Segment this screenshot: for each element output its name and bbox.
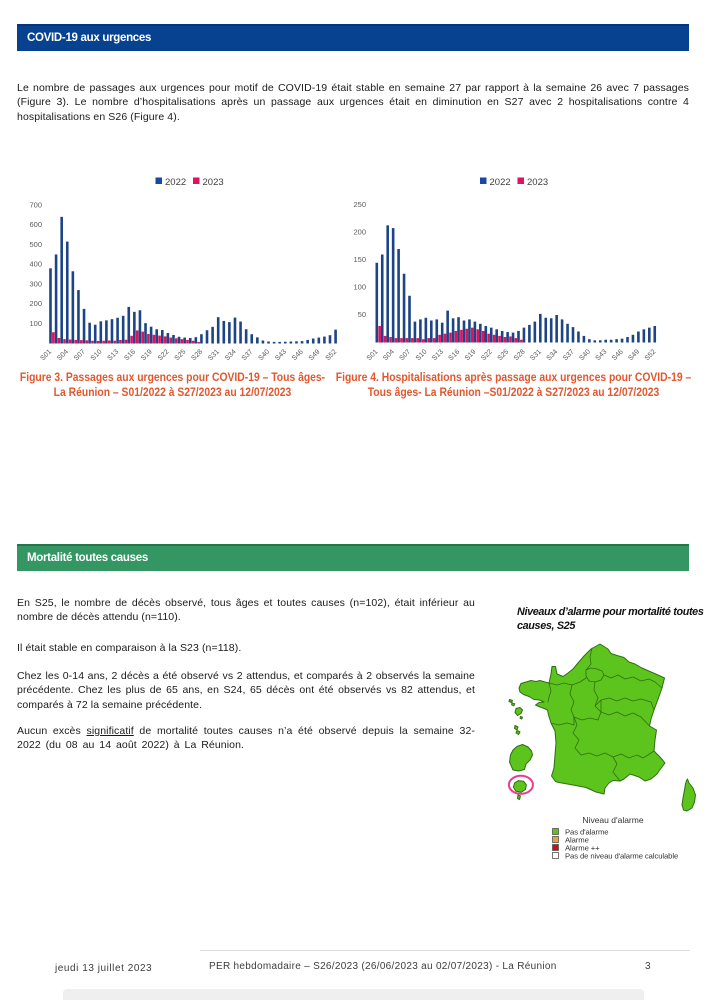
svg-text:600: 600 xyxy=(29,220,42,229)
svg-text:S49: S49 xyxy=(627,348,641,362)
svg-text:150: 150 xyxy=(353,255,366,264)
svg-text:S28: S28 xyxy=(190,348,204,362)
svg-text:2023: 2023 xyxy=(203,177,224,188)
svg-text:S07: S07 xyxy=(398,348,412,362)
svg-text:S16: S16 xyxy=(123,348,137,362)
svg-text:S31: S31 xyxy=(207,348,221,362)
svg-text:S52: S52 xyxy=(325,348,339,362)
svg-text:S43: S43 xyxy=(595,348,609,362)
svg-text:S52: S52 xyxy=(644,348,658,362)
svg-text:S19: S19 xyxy=(140,348,154,362)
svg-text:S10: S10 xyxy=(90,348,104,362)
svg-text:Alarme: Alarme xyxy=(565,836,589,845)
svg-text:S07: S07 xyxy=(73,348,87,362)
svg-text:S43: S43 xyxy=(274,348,288,362)
svg-text:700: 700 xyxy=(29,201,42,210)
svg-text:200: 200 xyxy=(353,228,366,237)
svg-text:2023: 2023 xyxy=(527,177,548,188)
svg-text:S13: S13 xyxy=(431,348,445,362)
svg-text:400: 400 xyxy=(29,260,42,269)
svg-text:S31: S31 xyxy=(529,348,543,362)
svg-text:2022: 2022 xyxy=(490,177,511,188)
svg-text:S46: S46 xyxy=(611,348,625,362)
svg-text:Alarme ++: Alarme ++ xyxy=(565,844,600,853)
svg-text:S49: S49 xyxy=(308,348,322,362)
svg-text:2022: 2022 xyxy=(165,177,186,188)
svg-text:S04: S04 xyxy=(382,348,396,362)
svg-text:S13: S13 xyxy=(107,348,121,362)
svg-text:S34: S34 xyxy=(546,348,560,362)
svg-text:S10: S10 xyxy=(415,348,429,362)
svg-text:S40: S40 xyxy=(578,348,592,362)
svg-text:S22: S22 xyxy=(157,348,171,362)
svg-text:Pas de niveau d'alarme calcula: Pas de niveau d'alarme calculable xyxy=(565,852,678,861)
svg-text:S04: S04 xyxy=(56,348,70,362)
svg-text:S25: S25 xyxy=(497,348,511,362)
svg-text:300: 300 xyxy=(29,279,42,288)
svg-text:S22: S22 xyxy=(480,348,494,362)
svg-text:100: 100 xyxy=(353,282,366,291)
svg-text:S34: S34 xyxy=(224,348,238,362)
svg-text:100: 100 xyxy=(29,319,42,328)
svg-text:S46: S46 xyxy=(291,348,305,362)
svg-text:S01: S01 xyxy=(39,348,53,362)
svg-text:S01: S01 xyxy=(366,348,380,362)
svg-text:S25: S25 xyxy=(174,348,188,362)
svg-text:500: 500 xyxy=(29,240,42,249)
svg-text:Pas d'alarme: Pas d'alarme xyxy=(565,828,608,837)
svg-text:250: 250 xyxy=(353,200,366,209)
svg-text:200: 200 xyxy=(29,299,42,308)
svg-text:S28: S28 xyxy=(513,348,527,362)
svg-text:S40: S40 xyxy=(257,348,271,362)
svg-text:S19: S19 xyxy=(464,348,478,362)
svg-text:S37: S37 xyxy=(562,348,576,362)
svg-text:S16: S16 xyxy=(447,348,461,362)
svg-text:Niveau d'alarme: Niveau d'alarme xyxy=(582,815,643,825)
svg-text:50: 50 xyxy=(358,310,366,319)
svg-text:S37: S37 xyxy=(241,348,255,362)
